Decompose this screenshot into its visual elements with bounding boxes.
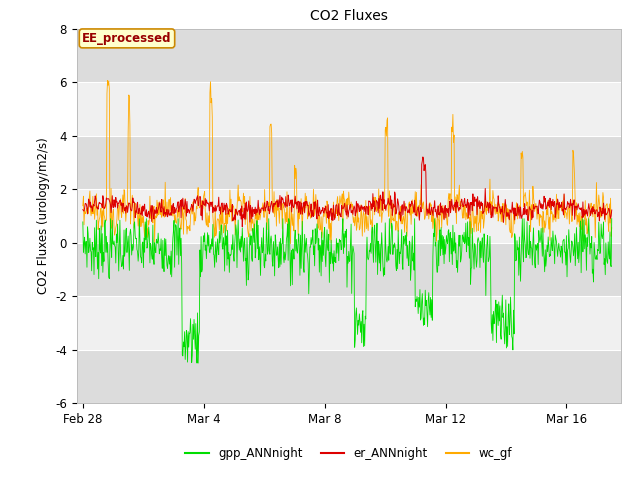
Y-axis label: CO2 Fluxes (urology/m2/s): CO2 Fluxes (urology/m2/s) [36,138,50,294]
Bar [77,350,621,403]
Bar [77,296,621,350]
Bar [77,243,621,296]
Bar [77,136,621,189]
Title: CO2 Fluxes: CO2 Fluxes [310,10,388,24]
Bar [77,82,621,136]
Text: EE_processed: EE_processed [82,32,172,45]
Bar [77,29,621,82]
Bar [77,189,621,243]
Legend: gpp_ANNnight, er_ANNnight, wc_gf: gpp_ANNnight, er_ANNnight, wc_gf [180,442,517,465]
